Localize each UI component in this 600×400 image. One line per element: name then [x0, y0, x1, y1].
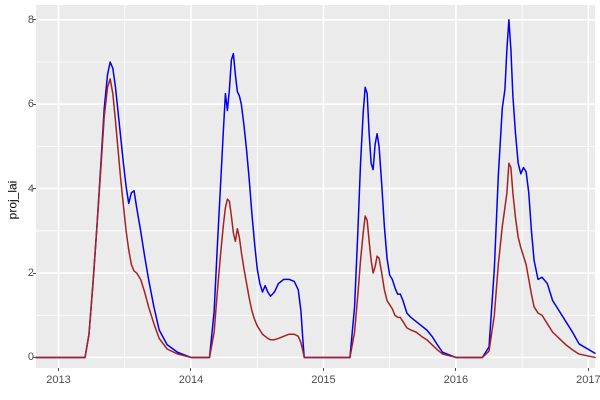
- x-tick-label: 2017: [576, 374, 600, 386]
- y-tick-mark: [33, 188, 36, 190]
- y-tick-label: 8: [27, 13, 34, 26]
- x-tick-label: 2015: [311, 374, 336, 386]
- series-line-red: [35, 78, 596, 359]
- y-tick-mark: [33, 356, 36, 358]
- x-tick-label: 2016: [443, 374, 469, 386]
- y-tick-label: 0: [27, 351, 34, 364]
- x-tick-mark: [587, 368, 589, 371]
- y-tick-mark: [33, 19, 36, 21]
- y-tick-label: 2: [27, 267, 34, 280]
- x-tick-label: 2014: [178, 374, 204, 386]
- x-tick-mark: [190, 368, 192, 371]
- x-tick-mark: [455, 368, 457, 371]
- y-tick-mark: [33, 272, 36, 274]
- x-tick-label: 2013: [46, 374, 71, 386]
- series-line-blue: [35, 19, 596, 359]
- panel-background: [36, 5, 595, 368]
- y-tick-label: 4: [27, 182, 34, 195]
- y-tick-mark: [33, 103, 36, 105]
- x-tick-mark: [58, 368, 60, 371]
- x-tick-mark: [322, 368, 324, 371]
- y-tick-label: 6: [27, 98, 34, 111]
